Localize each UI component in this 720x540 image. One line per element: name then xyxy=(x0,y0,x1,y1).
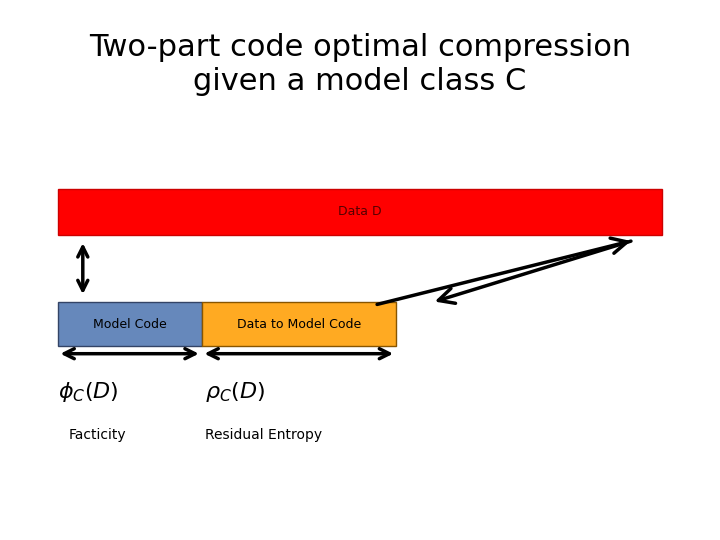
Text: $\phi_C(D)$: $\phi_C(D)$ xyxy=(58,380,118,403)
Bar xyxy=(58,189,662,235)
Text: Data D: Data D xyxy=(338,205,382,219)
Bar xyxy=(202,302,396,346)
Text: Facticity: Facticity xyxy=(68,428,126,442)
Bar xyxy=(58,302,202,346)
Text: Data to Model Code: Data to Model Code xyxy=(237,318,361,330)
Text: Model Code: Model Code xyxy=(93,318,166,330)
Text: $\rho_C(D)$: $\rho_C(D)$ xyxy=(205,380,266,403)
Text: Two-part code optimal compression
given a model class C: Two-part code optimal compression given … xyxy=(89,33,631,96)
Text: Residual Entropy: Residual Entropy xyxy=(205,428,323,442)
